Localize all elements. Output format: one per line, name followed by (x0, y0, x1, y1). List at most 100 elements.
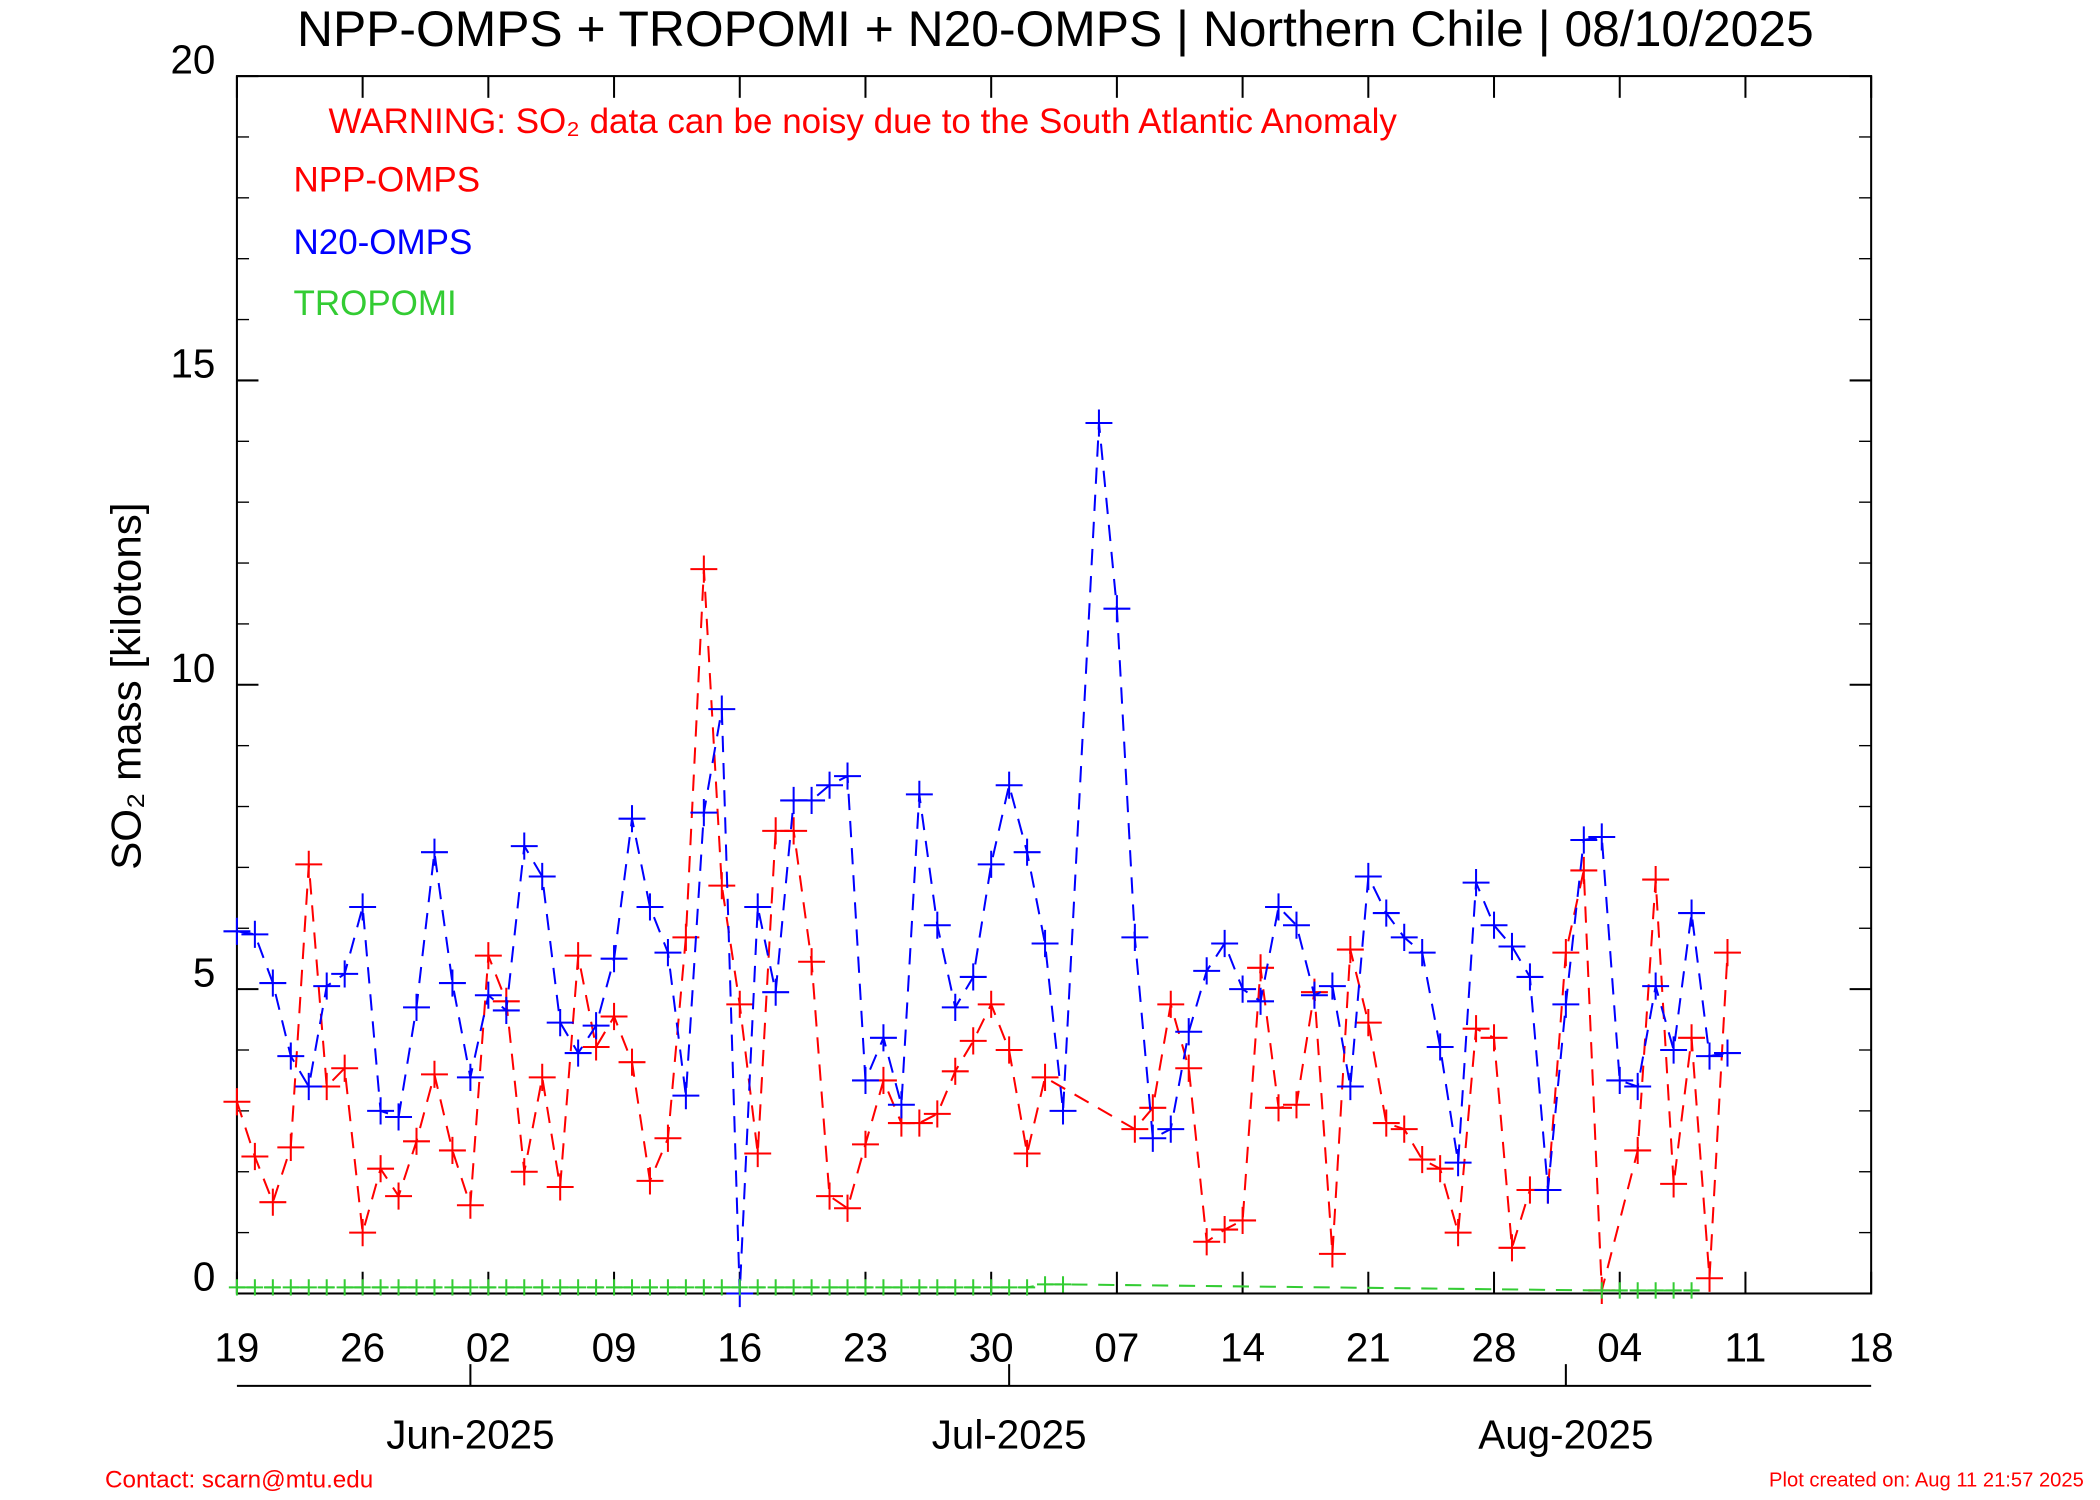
series-marker (1300, 981, 1328, 1009)
series-marker (1480, 911, 1508, 939)
series-marker (1193, 1228, 1221, 1256)
series-marker (246, 1279, 263, 1296)
series-marker (1714, 1039, 1741, 1067)
series-marker (654, 939, 682, 967)
series-marker (941, 993, 969, 1021)
series-marker (492, 996, 520, 1025)
series-marker (1606, 1066, 1634, 1095)
series-marker (708, 872, 736, 900)
y-tick-label: 15 (170, 340, 215, 386)
series-marker (708, 695, 736, 723)
series-marker (372, 1279, 389, 1296)
series-marker (690, 799, 718, 827)
x-tick-label: 02 (466, 1324, 511, 1370)
series-marker (1354, 1009, 1382, 1037)
series-marker (403, 1127, 430, 1155)
series-marker (923, 911, 951, 939)
series-marker (510, 1158, 538, 1186)
series-marker (983, 1279, 1000, 1296)
series-marker (1480, 1024, 1508, 1052)
series-marker (421, 1060, 448, 1088)
series-marker (1696, 1042, 1723, 1070)
series-marker (331, 1054, 359, 1082)
series-marker (277, 1042, 305, 1070)
series-marker (259, 969, 287, 997)
series-marker (1318, 1240, 1346, 1268)
series-marker (731, 1279, 748, 1296)
series-marker (1031, 1063, 1059, 1091)
series-marker (623, 1279, 641, 1296)
series-marker (977, 990, 1005, 1018)
series-marker (552, 1279, 569, 1296)
series-marker (228, 1279, 246, 1296)
series-marker (869, 1024, 897, 1052)
series-marker (618, 1048, 646, 1076)
series-marker (498, 1279, 515, 1296)
y-tick-label: 5 (193, 949, 215, 995)
series-marker (1036, 1276, 1054, 1293)
series-marker (528, 1063, 556, 1091)
series-marker (1336, 935, 1364, 964)
footer-created: Plot created on: Aug 11 21:57 2025 (1769, 1469, 2084, 1491)
series-marker (839, 1279, 856, 1296)
series-marker (588, 1279, 605, 1296)
series-marker (1121, 923, 1149, 951)
series-marker (546, 1009, 574, 1037)
series-marker (582, 1012, 610, 1040)
y-tick-label: 20 (170, 36, 215, 82)
series-marker (1157, 1115, 1185, 1143)
series-marker (1462, 869, 1490, 897)
series-marker (421, 838, 448, 866)
series-marker (241, 920, 269, 948)
series-marker (798, 786, 826, 815)
series-marker (516, 1279, 533, 1296)
series-marker (1103, 595, 1131, 623)
series-marker (1426, 1155, 1454, 1183)
series-marker (318, 1279, 335, 1296)
series-marker (223, 1088, 251, 1116)
series-marker (462, 1279, 479, 1296)
series-marker (1390, 1115, 1418, 1143)
series-marker (959, 1027, 987, 1055)
series-marker (349, 1219, 377, 1247)
series-marker (1660, 1036, 1688, 1064)
warning: WARNING: SO₂ data can be noisy due to th… (328, 102, 1397, 141)
series-marker (965, 1279, 982, 1296)
series-marker (259, 1188, 287, 1216)
series-marker (241, 1142, 269, 1171)
series-marker (1498, 1234, 1526, 1262)
series-marker (1714, 939, 1741, 967)
series-marker (690, 555, 718, 583)
series-marker (336, 1279, 353, 1296)
series-marker (510, 832, 538, 860)
series-marker (223, 917, 251, 945)
series-marker (456, 1063, 484, 1091)
series-marker (313, 972, 341, 1000)
series-marker (1336, 1072, 1364, 1101)
series-marker (1593, 1282, 1610, 1299)
series-marker (1229, 1206, 1257, 1235)
series-marker (1498, 932, 1526, 961)
series-marker (1642, 972, 1670, 1000)
series-marker (564, 942, 592, 970)
series-marker (528, 862, 556, 891)
series-marker (1624, 1072, 1652, 1101)
series-marker (480, 1279, 497, 1296)
legend-entry: NPP-OMPS (293, 160, 480, 199)
series-marker (1611, 1282, 1628, 1299)
series-marker (1019, 1279, 1036, 1296)
series-marker (947, 1279, 964, 1296)
series-marker (1049, 1097, 1077, 1125)
series-marker (1444, 1219, 1472, 1247)
chart-title: NPP-OMPS + TROPOMI + N20-OMPS | Northern… (297, 1, 1814, 57)
series-marker (852, 1066, 879, 1095)
series-marker (295, 1072, 323, 1101)
series-marker (1683, 1282, 1700, 1299)
series-line (235, 569, 1729, 1291)
x-tick-label: 19 (214, 1324, 259, 1370)
series-marker (367, 1155, 395, 1183)
series-marker (438, 1136, 466, 1165)
series-marker (959, 963, 987, 991)
series-marker (672, 923, 700, 951)
series-marker (977, 850, 1005, 878)
